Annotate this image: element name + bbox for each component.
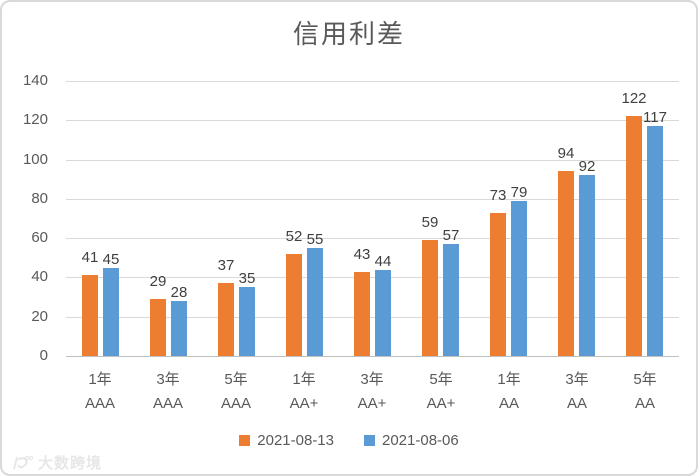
legend-item-2021-08-06: 2021-08-06 [364,432,459,449]
x-axis-line [66,356,679,357]
watermark: 大数跨境 [10,452,102,473]
gridline [66,160,679,161]
legend-label: 2021-08-13 [257,432,334,449]
data-label: 45 [102,251,120,268]
y-tick-label: 0 [39,347,48,364]
bar-2021-08-13-1年-AAA [82,275,98,356]
data-label: 52 [285,228,303,245]
legend-item-2021-08-13: 2021-08-13 [239,432,334,449]
chart-title: 信用利差 [292,19,405,49]
category-rating: AA+ [289,395,319,412]
data-label: 35 [238,270,256,287]
gridline [66,238,679,239]
category-rating: AA [634,395,655,412]
legend-label: 2021-08-06 [382,432,459,449]
bar-2021-08-13-1年-AA [490,213,506,356]
gridline [66,199,679,200]
category-rating: AA [498,395,519,412]
bar-2021-08-06-5年-AA [647,126,663,356]
y-tick-label: 40 [31,268,48,285]
data-label: 92 [578,158,596,175]
data-label: 57 [442,227,460,244]
data-label: 122 [621,90,647,107]
category-label: 5年 AA+ [407,368,475,416]
watermark-logo-icon [13,455,34,469]
gridline [66,277,679,278]
category-rating: AAA [84,395,115,412]
category-tenor: 3年 [565,371,589,388]
bar-2021-08-13-5年-AA+ [422,240,438,356]
category-rating: AA+ [357,395,387,412]
bar-2021-08-06-1年-AA+ [307,248,323,356]
category-label: 1年 AA+ [270,368,338,416]
bar-2021-08-13-3年-AA+ [354,272,370,356]
y-tick-label: 140 [22,72,48,89]
bar-2021-08-13-3年-AAA [150,299,166,356]
data-label: 28 [170,284,188,301]
bar-2021-08-13-1年-AA+ [286,254,302,356]
data-label: 41 [81,249,99,266]
legend-swatch-icon [364,435,375,446]
data-label: 117 [643,109,667,126]
bar-2021-08-06-1年-AA [511,201,527,356]
legend-swatch-icon [239,435,251,446]
data-label: 73 [489,187,507,204]
y-tick-label: 100 [22,151,48,168]
bar-2021-08-13-3年-AA [558,171,574,356]
bar-2021-08-13-5年-AA [626,116,642,356]
bar-2021-08-06-3年-AA+ [375,270,391,356]
category-tenor: 1年 [88,371,112,388]
category-tenor: 3年 [360,371,384,388]
category-rating: AA+ [426,395,456,412]
watermark-text: 大数跨境 [38,455,103,472]
data-label: 44 [374,253,392,270]
category-tenor: 5年 [429,371,453,388]
category-rating: AA [566,395,587,412]
bar-2021-08-06-5年-AAA [239,287,255,356]
data-label: 94 [557,145,575,162]
gridline [66,120,679,121]
data-label: 43 [353,246,371,263]
y-tick-label: 80 [31,190,48,207]
bar-2021-08-06-5年-AA+ [443,244,459,356]
category-label: 3年 AAA [134,368,202,416]
category-tenor: 1年 [497,371,521,388]
legend: 2021-08-13 2021-08-06 [2,432,696,449]
category-tenor: 1年 [292,371,316,388]
category-label: 3年 AA [543,368,611,416]
category-label: 5年 AA [611,368,679,416]
category-rating: AAA [152,395,183,412]
category-label: 5年 AAA [202,368,270,416]
bar-2021-08-13-5年-AAA [218,283,234,356]
bar-2021-08-06-3年-AA [579,175,595,356]
category-rating: AAA [220,395,251,412]
data-label: 37 [217,257,235,274]
category-label: 1年 AAA [66,368,134,416]
category-tenor: 5年 [224,371,248,388]
category-label: 1年 AA [475,368,543,416]
gridline [66,81,679,82]
category-tenor: 5年 [633,371,657,388]
y-tick-label: 20 [31,308,48,325]
y-tick-label: 60 [31,229,48,246]
category-tenor: 3年 [156,371,180,388]
data-label: 79 [510,184,528,201]
category-label: 3年 AA+ [338,368,406,416]
data-label: 29 [149,273,167,290]
data-label: 59 [421,214,439,231]
gridline [66,317,679,318]
bar-2021-08-06-3年-AAA [171,301,187,356]
y-tick-label: 120 [22,111,48,128]
data-label: 55 [306,231,324,248]
bar-2021-08-06-1年-AAA [103,268,119,356]
